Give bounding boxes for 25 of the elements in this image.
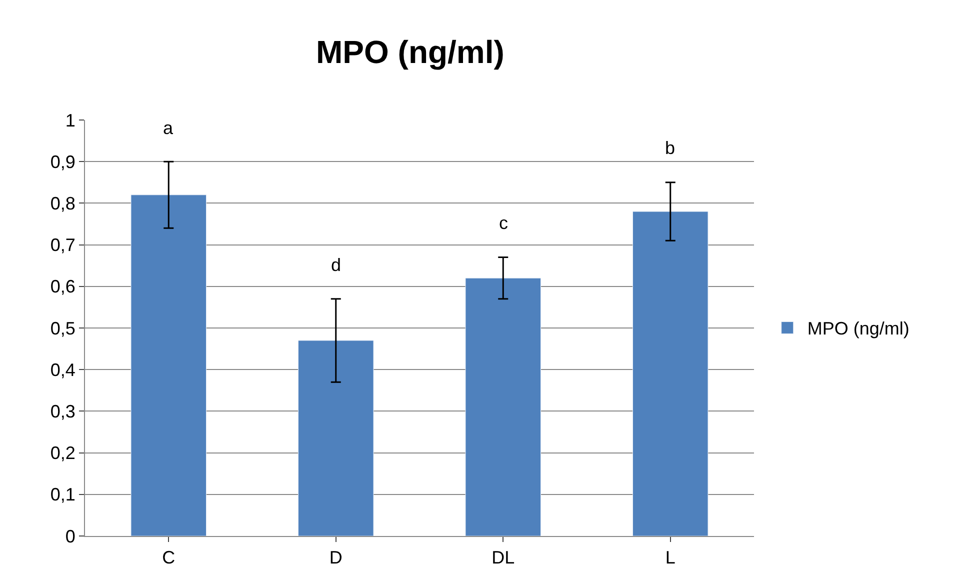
annotation: c	[499, 213, 508, 233]
annotation: a	[163, 118, 174, 138]
x-tick-label: C	[162, 548, 176, 568]
bar	[632, 211, 708, 536]
bar	[298, 340, 374, 536]
legend-label: MPO (ng/ml)	[807, 318, 910, 339]
bar	[130, 194, 207, 536]
annotation: d	[331, 255, 342, 275]
y-tick-label: 0,2	[50, 443, 76, 464]
y-tick-label: 0	[65, 526, 76, 546]
annotation: b	[665, 138, 676, 158]
y-tick-label: 0,1	[50, 484, 76, 505]
x-tick-label: D	[329, 548, 342, 568]
y-tick-label: 0,6	[50, 276, 76, 297]
x-tick-label: L	[665, 548, 676, 568]
y-tick-label: 0,8	[50, 194, 76, 214]
x-tick-label: DL	[492, 548, 515, 568]
y-tick-label: 1	[65, 110, 76, 130]
chart-title: MPO (ng/ml)	[316, 34, 504, 70]
y-tick-label: 0,9	[50, 152, 76, 172]
bar	[465, 278, 542, 536]
y-tick-label: 0,5	[50, 318, 76, 338]
y-tick-label: 0,3	[50, 402, 76, 422]
y-tick-label: 0,4	[50, 360, 76, 380]
y-tick-label: 0,7	[50, 235, 76, 256]
